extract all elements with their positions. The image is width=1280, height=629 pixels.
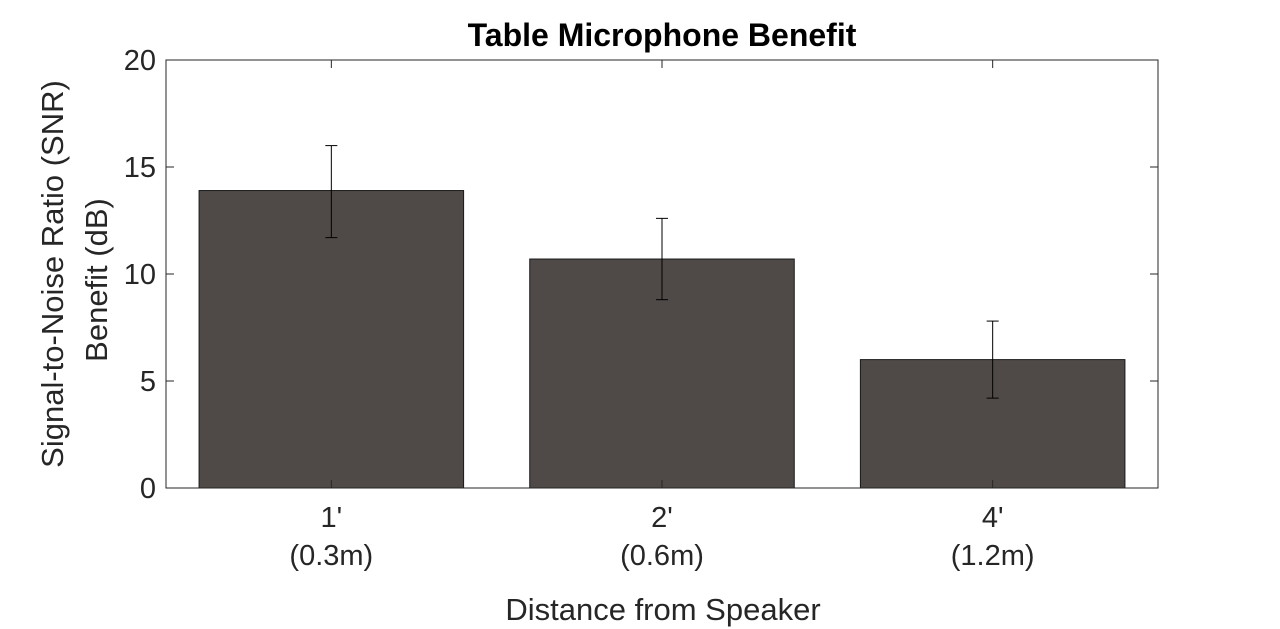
chart-title: Table Microphone Benefit bbox=[468, 17, 857, 53]
y-tick-label: 15 bbox=[124, 152, 156, 184]
plot-area: 0 5 10 15 20 1' (0.3m) 2' (0.6m) 4' (1.2m) bbox=[124, 45, 1159, 572]
x-tick-sublabel: (0.3m) bbox=[289, 540, 373, 572]
y-axis-label: Signal-to-Noise Ratio (SNR) Benefit (dB) bbox=[35, 80, 114, 468]
y-tick-label: 20 bbox=[124, 45, 156, 77]
x-axis-label: Distance from Speaker bbox=[505, 592, 820, 627]
y-tick-label: 5 bbox=[140, 366, 156, 398]
y-tick-label: 10 bbox=[124, 259, 156, 291]
x-tick-sublabel: (1.2m) bbox=[951, 540, 1035, 572]
bar bbox=[198, 190, 465, 489]
x-tick-label: 2' bbox=[651, 502, 673, 534]
y-axis-label-line2: Benefit (dB) bbox=[79, 198, 114, 362]
y-axis-label-line1: Signal-to-Noise Ratio (SNR) bbox=[35, 80, 70, 468]
x-tick-label: 4' bbox=[982, 502, 1004, 534]
x-tick-label: 1' bbox=[320, 502, 342, 534]
x-tick-sublabel: (0.6m) bbox=[620, 540, 704, 572]
y-tick-label: 0 bbox=[140, 473, 156, 505]
